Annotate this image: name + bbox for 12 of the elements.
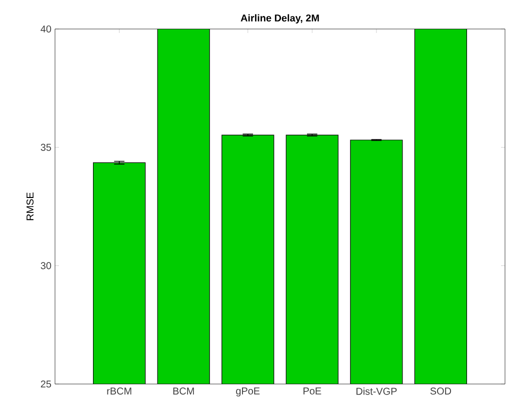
y-tick-label: 30 <box>40 262 52 270</box>
y-tick-label: 35 <box>40 144 52 151</box>
chart-title: Airline Delay, 2M <box>240 14 319 24</box>
y-axis-title: RMSE <box>26 192 34 220</box>
x-tick-label: PoE <box>304 388 322 394</box>
y-tick-label: 25 <box>40 380 52 388</box>
y-tick-label: 40 <box>40 25 52 33</box>
x-tick-label: BCM <box>173 388 194 395</box>
x-tick-label: SOD <box>430 388 452 395</box>
x-tick-label: gPoE <box>236 388 260 396</box>
x-tick-label: Dist-VGP <box>356 388 397 395</box>
x-tick-label: rBCM <box>107 388 132 395</box>
